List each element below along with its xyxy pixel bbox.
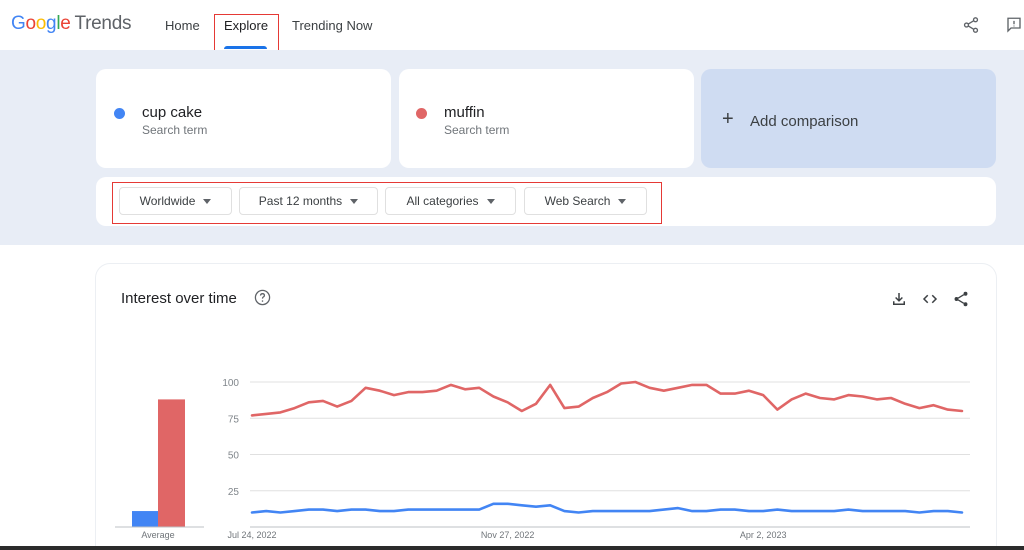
x-tick-label: Jul 24, 2022 <box>227 530 276 540</box>
term-color-dot <box>416 108 427 119</box>
nav-explore[interactable]: Explore <box>224 17 269 33</box>
filter-label: All categories <box>406 194 479 208</box>
term-type: Search term <box>444 123 510 137</box>
term-name: cup cake <box>142 104 203 121</box>
filters-highlight-box <box>112 182 662 224</box>
plus-icon: + <box>722 108 734 130</box>
term-color-dot <box>114 108 125 119</box>
nav-trending-now[interactable]: Trending Now <box>292 17 373 33</box>
logo-letter: l <box>56 13 61 34</box>
caret-down-icon <box>618 198 627 204</box>
nav-explore-active-indicator <box>224 46 267 49</box>
add-comparison-label: Add comparison <box>750 113 859 130</box>
add-comparison-button[interactable] <box>701 69 996 168</box>
term-name: muffin <box>444 104 485 121</box>
logo-trends-text: Trends <box>74 13 132 34</box>
help-icon[interactable] <box>254 289 271 306</box>
average-bar-muffin <box>158 399 185 527</box>
term-card-cup-cake[interactable] <box>96 69 391 168</box>
y-tick-label: 25 <box>228 487 240 498</box>
logo-letter: o <box>25 13 36 34</box>
x-tick-label: Nov 27, 2022 <box>481 530 535 540</box>
caret-down-icon <box>203 198 212 204</box>
series-line-cup-cake <box>250 502 964 514</box>
embed-code-icon[interactable] <box>921 290 939 308</box>
chart-title: Interest over time <box>121 290 237 307</box>
filter-label: Worldwide <box>139 194 196 208</box>
series-line-muffin <box>250 380 964 417</box>
filter-region[interactable]: Worldwide <box>119 187 232 215</box>
filter-label: Web Search <box>544 194 611 208</box>
average-label: Average <box>141 530 174 540</box>
nav-home[interactable]: Home <box>165 17 200 33</box>
filter-label: Past 12 months <box>258 194 343 208</box>
term-type: Search term <box>142 123 208 137</box>
y-tick-label: 50 <box>228 451 240 462</box>
filter-search-type[interactable]: Web Search <box>524 187 647 215</box>
interest-over-time-card <box>96 264 996 550</box>
logo-letter: g <box>46 13 57 34</box>
logo-letter: e <box>60 13 71 34</box>
share-icon[interactable] <box>952 290 970 308</box>
top-bar <box>0 0 1024 50</box>
logo-letter: o <box>35 13 47 34</box>
term-card-muffin[interactable] <box>399 69 694 168</box>
logo-letter: G <box>11 13 26 34</box>
caret-down-icon <box>486 198 495 204</box>
google-trends-logo[interactable]: Google Trends <box>11 13 131 35</box>
download-icon[interactable] <box>890 290 908 308</box>
window-bottom-edge <box>0 546 1024 550</box>
share-icon[interactable] <box>962 16 980 34</box>
filter-category[interactable]: All categories <box>385 187 516 215</box>
y-tick-label: 75 <box>228 414 240 425</box>
y-tick-label: 100 <box>222 378 239 389</box>
average-bar-cup-cake <box>132 511 158 527</box>
feedback-icon[interactable] <box>1005 16 1023 34</box>
caret-down-icon <box>350 198 359 204</box>
filter-time-range[interactable]: Past 12 months <box>239 187 378 215</box>
x-tick-label: Apr 2, 2023 <box>740 530 787 540</box>
